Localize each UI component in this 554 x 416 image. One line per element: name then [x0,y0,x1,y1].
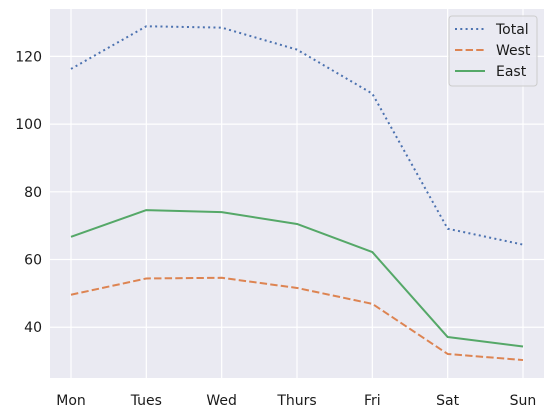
y-tick-label: 100 [15,117,42,133]
legend: Total West East [448,15,538,87]
grid-lines [50,9,544,378]
y-tick-label: 80 [24,185,42,201]
x-tick-label: Fri [364,393,381,409]
x-tick-label: Sat [436,393,459,409]
series-line-east [70,209,524,348]
x-tick-labels: Mon Tues Wed Thurs Fri Sat Sun [56,393,536,409]
x-tick-label: Wed [206,393,237,409]
legend-box [448,15,538,87]
y-tick-label: 120 [15,49,42,65]
y-tick-label: 60 [24,253,42,269]
x-tick-label: Tues [130,393,162,409]
series-lines [70,25,524,362]
y-tick-labels: 40 60 80 100 120 [15,49,42,336]
x-tick-label: Mon [56,393,86,409]
y-tick-label: 40 [24,320,42,336]
series-line-total [70,25,524,246]
series-line-west [70,276,524,362]
x-tick-label: Thurs [276,393,316,409]
legend-label-total: Total [495,22,529,38]
x-tick-label: Sun [510,393,537,409]
legend-label-west: West [496,43,531,59]
legend-label-east: East [496,64,527,80]
